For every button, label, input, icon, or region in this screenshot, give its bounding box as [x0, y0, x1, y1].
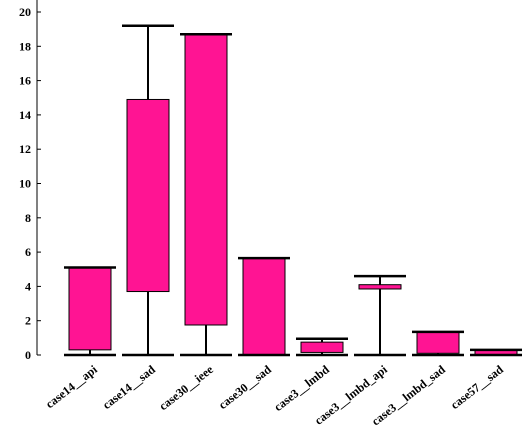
- y-tick-label: 8: [25, 211, 31, 225]
- category-label: case14__api: [43, 362, 100, 411]
- y-tick-label: 4: [25, 279, 31, 293]
- y-tick-label: 10: [19, 177, 31, 191]
- y-tick-label: 12: [19, 142, 31, 156]
- box-case14__api: [68, 267, 112, 351]
- y-tick-label: 2: [25, 314, 31, 328]
- box-case3__lmbd_api: [358, 284, 402, 290]
- category-label: case3__lmbd: [271, 362, 332, 414]
- box-case3__lmbd_sad: [416, 331, 460, 354]
- box-case14__sad: [126, 98, 170, 293]
- boxes-layer: [64, 24, 522, 357]
- category-label: case57__sad: [448, 362, 506, 412]
- box-case3__lmbd: [300, 341, 344, 353]
- y-tick-label: 20: [19, 5, 31, 19]
- y-tick-label: 14: [19, 108, 31, 122]
- box-case30__sad: [242, 257, 286, 356]
- y-tick-label: 18: [19, 39, 31, 53]
- category-label: case30__ieee: [156, 362, 216, 413]
- category-label: case30__sad: [216, 362, 274, 412]
- box-case30__ieee: [184, 33, 228, 326]
- y-tick-label: 0: [25, 348, 31, 362]
- category-label: case14__sad: [100, 362, 158, 412]
- axes: 0 2 4 6 8 10 12 14 16 18 20: [19, 0, 41, 362]
- y-tick-label: 16: [19, 74, 31, 88]
- y-tick-label: 6: [25, 245, 31, 259]
